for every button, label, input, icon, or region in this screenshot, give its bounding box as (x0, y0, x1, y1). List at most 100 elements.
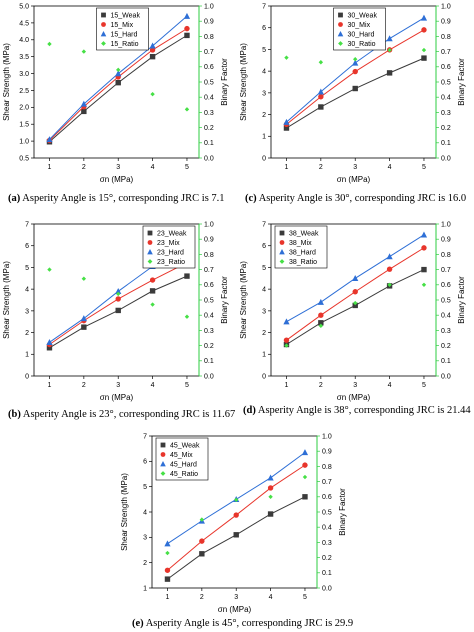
y2-tick-label: 0.5 (441, 297, 451, 304)
point-mix (149, 47, 156, 53)
point-mix (302, 462, 308, 468)
point-weak (352, 85, 358, 92)
y-tick-label: 3.0 (19, 71, 29, 78)
y-tick-label: 0 (25, 373, 29, 380)
y2-tick-label: 0.5 (204, 297, 214, 304)
chart-panel-c: 1 2 3 4 5 0 1 2 3 4 5 6 7 0.0 0.1 0.2 0.3 0.4 0.5 0.6 0.7 0.8… (237, 0, 474, 188)
series-line-weak (286, 57, 425, 129)
point-hard (420, 231, 428, 238)
point-hard (352, 274, 359, 281)
y2-tick-label: 0.9 (441, 237, 451, 244)
y-tick-label: 7 (262, 3, 266, 10)
point-ratio (284, 55, 289, 60)
point-mix (283, 337, 290, 343)
series-ratio (284, 282, 427, 348)
y2-tick-label: 1.0 (204, 3, 214, 10)
caption-b-letter: (b) (8, 409, 21, 420)
y2-tick-label: 0.9 (204, 19, 214, 26)
point-mix (352, 289, 358, 295)
point-weak (149, 288, 156, 294)
y-tick-label: 3 (262, 90, 266, 97)
legend-label-weak: 23_Weak (157, 231, 187, 238)
y-tick-label: 4 (262, 69, 266, 76)
point-hard (46, 339, 53, 346)
x-tick-label: 2 (200, 594, 204, 601)
series-hard (283, 231, 428, 325)
x-axis-label: σn (MPa) (100, 393, 134, 402)
point-hard (164, 540, 171, 547)
y2-tick-label: 0.2 (441, 343, 451, 350)
point-mix (386, 266, 393, 272)
point-ratio (81, 276, 87, 281)
point-hard (267, 474, 274, 481)
point-hard (115, 288, 122, 295)
point-weak (149, 53, 156, 60)
caption-d-text: Asperity Angle is 38°, corresponding JRC… (255, 405, 471, 416)
y-tick-label: 1.0 (19, 139, 29, 146)
y2-axis-label: Binary Factor (457, 58, 466, 106)
point-ratio (116, 291, 121, 297)
legend-marker-hard (147, 249, 153, 255)
point-hard (46, 136, 53, 143)
y2-axis-label: Binary Factor (338, 488, 347, 536)
legend-marker-weak (279, 230, 285, 236)
x-tick-label: 4 (151, 382, 155, 389)
point-mix (164, 567, 171, 573)
point-weak (421, 55, 427, 61)
legend-label-weak: 15_Weak (111, 13, 141, 20)
point-mix (352, 68, 358, 75)
y2-tick-label: 0.0 (441, 155, 451, 162)
legend-marker-hard (279, 249, 285, 255)
legend: 45_Weak 45_Mix 45_Hard 45_Ratio (155, 437, 209, 481)
y2-tick-label: 0.7 (204, 267, 214, 274)
point-mix (149, 277, 156, 283)
y2-tick-label: 0.7 (441, 267, 451, 274)
y2-tick-label: 0.5 (204, 79, 214, 86)
chart-panel-b: 1 2 3 4 5 0 1 2 3 4 5 6 7 0.0 0.1 0.2 0.3 0.4 0.5 0.6 0.7 0.8… (0, 218, 237, 406)
point-hard (283, 318, 290, 325)
legend-label-ratio: 38_Ratio (289, 259, 317, 266)
legend-marker-ratio (101, 41, 106, 46)
legend-marker-weak (101, 12, 106, 18)
y2-tick-label: 1.0 (441, 221, 451, 228)
y-tick-label: 5 (262, 47, 266, 54)
point-mix (115, 296, 121, 302)
y-tick-label: 2 (262, 330, 266, 337)
y2-tick-label: 0.2 (204, 343, 214, 350)
chart-panel-d: 1 2 3 4 5 0 1 2 3 4 5 6 7 0.0 0.1 0.2 0.3 0.4 0.5 0.6 0.7 0.8… (237, 218, 474, 406)
chart-panel-a: 1 2 3 4 5 0.5 1.0 1.5 2.0 2.5 3.0 3.5 4.0 4.5 5.0 0.0 0.… (0, 0, 237, 188)
y2-tick-label: 0.6 (322, 494, 332, 501)
point-ratio (421, 282, 427, 287)
y-tick-label: 1 (25, 352, 29, 359)
point-hard (183, 12, 191, 19)
y2-tick-label: 0.0 (322, 585, 332, 592)
point-weak (81, 324, 87, 330)
y-tick-label: 7 (143, 433, 147, 440)
point-mix (233, 512, 239, 518)
y2-tick-label: 0.6 (441, 282, 451, 289)
y-tick-label: 1 (262, 352, 266, 359)
chart-e: 1 2 3 4 5 1 2 3 4 5 6 7 0.0 0.1 0.2 0.3 0.4 0.5 0.6 0.7 0.8 0… (120, 433, 347, 614)
legend: 15_Weak 15_Mix 15_Hard 15_Ratio (96, 7, 149, 51)
y-tick-label: 1.5 (19, 122, 29, 129)
series-hard (46, 12, 191, 143)
y-tick-label: 3.5 (19, 54, 29, 61)
point-ratio (268, 494, 273, 499)
caption-c-text: Asperity Angle is 30°, corresponding JRC… (256, 193, 467, 204)
y2-tick-label: 0.3 (204, 110, 214, 117)
legend-marker-mix (279, 240, 285, 245)
x-tick-label: 1 (285, 164, 289, 171)
y-tick-label: 4.0 (19, 37, 29, 44)
point-ratio (184, 314, 190, 319)
point-hard (386, 35, 393, 42)
series-ratio (47, 267, 190, 319)
legend-label-ratio: 30_Ratio (348, 41, 376, 48)
caption-e-text: Asperity Angle is 45°, corresponding JRC… (143, 618, 354, 629)
point-mix (318, 312, 324, 318)
y2-axis-label: Binary Factor (220, 276, 229, 324)
legend-label-ratio: 15_Ratio (111, 41, 139, 48)
point-weak (115, 307, 121, 314)
point-weak (233, 532, 239, 538)
y-tick-label: 7 (25, 221, 29, 228)
point-weak (386, 70, 393, 76)
